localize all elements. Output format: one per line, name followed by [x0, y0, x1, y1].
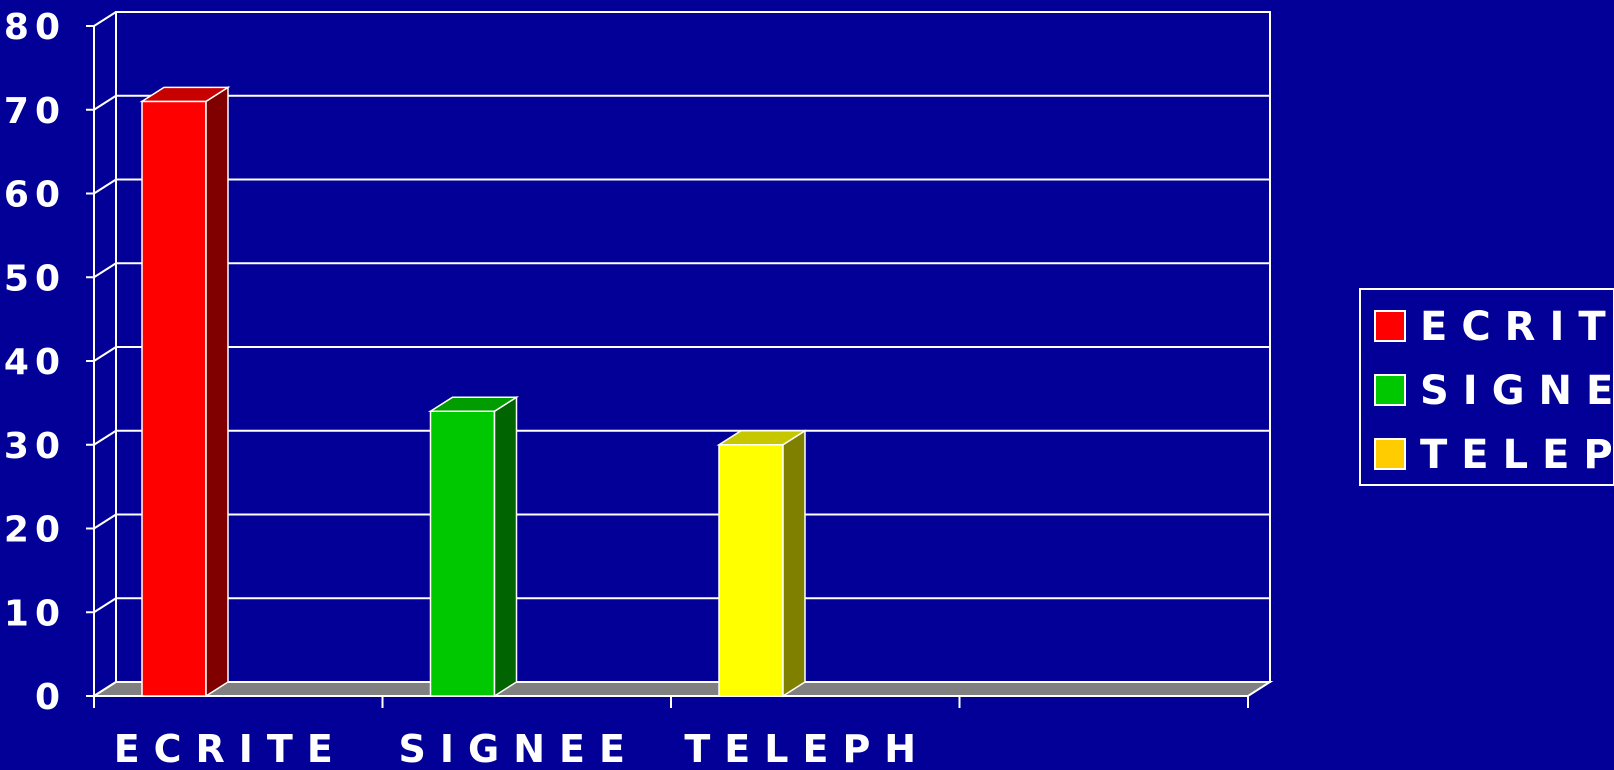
y-tick-label: 50	[4, 258, 66, 299]
y-tick-label: 80	[4, 7, 66, 48]
side-gridline	[94, 12, 116, 26]
bar-front	[431, 411, 495, 696]
bar-front	[719, 445, 783, 696]
side-gridline	[94, 515, 116, 529]
side-gridline	[94, 180, 116, 194]
y-tick-label: 40	[4, 342, 66, 383]
y-tick-label: 60	[4, 175, 66, 216]
y-tick-label: 0	[35, 677, 66, 718]
legend-swatch	[1375, 439, 1405, 469]
y-tick-label: 20	[4, 510, 66, 551]
side-gridline	[94, 431, 116, 445]
bar	[142, 87, 228, 696]
legend-label: ECRITE	[1420, 304, 1614, 350]
chart-floor	[94, 682, 1270, 696]
bar	[719, 431, 805, 696]
legend-label: SIGNEE	[1420, 368, 1614, 414]
y-tick-label: 10	[4, 593, 66, 634]
x-tick-labels: ECRITE SIGNEE TELEPH	[114, 727, 930, 770]
legend-swatch	[1375, 311, 1405, 341]
x-tick-label: TELEPH	[684, 727, 930, 770]
bar-side	[206, 87, 228, 696]
legend: ECRITE SIGNEE TELEPH	[1360, 289, 1614, 485]
legend-label: TELEPH	[1420, 432, 1614, 478]
bar-side	[783, 431, 805, 696]
side-gridline	[94, 263, 116, 277]
bar	[431, 397, 517, 696]
floor-plane	[94, 682, 1270, 696]
side-gridline	[94, 347, 116, 361]
legend-swatch	[1375, 375, 1405, 405]
grid-layer	[94, 12, 1270, 696]
y-tick-labels: 0 10 20 30 40 50 60 70 80	[4, 7, 66, 718]
bar-side	[495, 397, 517, 696]
y-tick-label: 30	[4, 426, 66, 467]
side-gridline	[94, 96, 116, 110]
y-tick-label: 70	[4, 91, 66, 132]
x-tick-label: SIGNEE	[399, 727, 639, 770]
y-axis	[86, 26, 1248, 708]
bar-front	[142, 101, 206, 696]
x-tick-label: ECRITE	[114, 727, 347, 770]
side-gridline	[94, 598, 116, 612]
